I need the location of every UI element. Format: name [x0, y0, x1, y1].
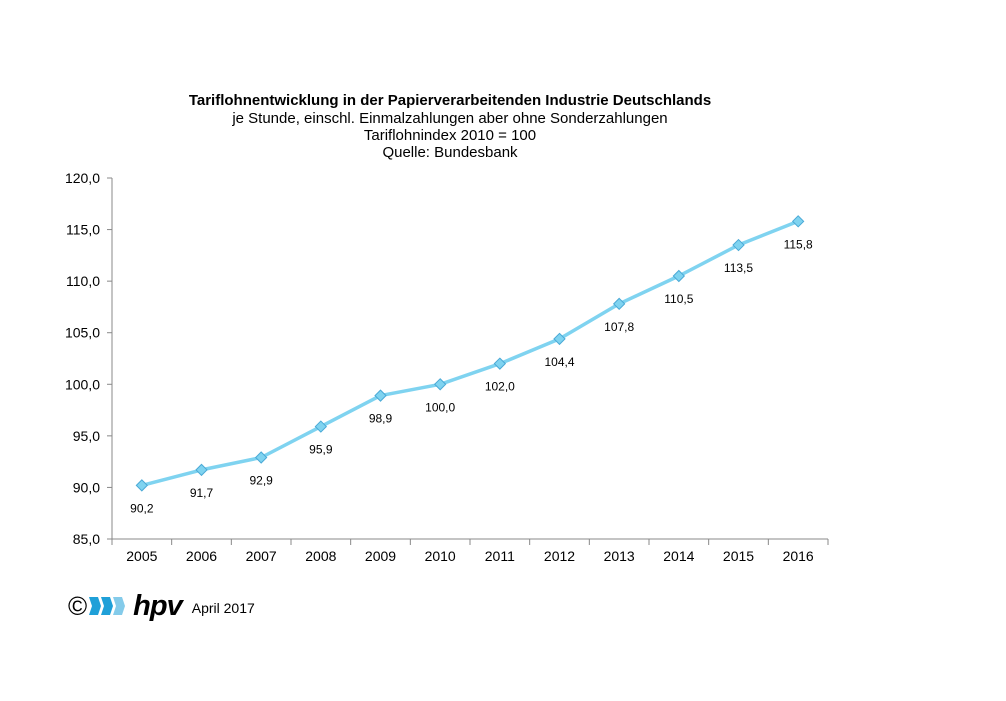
x-tick-label: 2011	[485, 548, 515, 564]
footer-date: April 2017	[191, 600, 255, 616]
chart-subtitle-3: Quelle: Bundesbank	[382, 144, 518, 161]
data-label: 110,5	[664, 292, 693, 306]
chart-title: Tariflohnentwicklung in der Papierverarb…	[188, 92, 712, 109]
y-tick-label: 85,0	[73, 531, 100, 547]
data-point-marker	[374, 389, 387, 402]
y-tick-label: 110,0	[66, 273, 100, 289]
hpv-logo-chevrons-icon	[89, 597, 126, 615]
y-tick-label: 100,0	[65, 376, 100, 392]
chart-subtitle-1: je Stunde, einschl. Einmalzahlungen aber…	[232, 110, 668, 127]
data-point-marker	[433, 378, 447, 391]
data-label: 104,4	[544, 355, 574, 369]
data-point-marker	[553, 332, 566, 346]
footer: © hpv April 2017	[68, 590, 255, 622]
data-point-marker	[732, 238, 745, 252]
data-label: 113,5	[724, 261, 753, 275]
chart-title-block: Tariflohnentwicklung in der Papierverarb…	[100, 92, 800, 161]
data-label: 92,9	[249, 474, 273, 488]
data-label: 115,8	[784, 237, 813, 251]
y-tick-label: 90,0	[73, 479, 100, 495]
data-label: 90,2	[130, 501, 154, 515]
x-tick-label: 2016	[783, 548, 814, 564]
copyright-symbol: ©	[68, 591, 88, 621]
data-point-marker	[493, 357, 507, 370]
data-label: 91,7	[190, 486, 214, 500]
x-tick-label: 2005	[126, 548, 157, 564]
x-tick-label: 2007	[246, 548, 277, 564]
x-tick-label: 2013	[604, 548, 635, 564]
data-point-marker	[135, 479, 149, 492]
hpv-logo-text: hpv	[133, 589, 183, 622]
y-tick-label: 95,0	[73, 428, 100, 444]
data-label: 98,9	[369, 412, 393, 426]
data-point-marker	[254, 451, 268, 464]
data-label: 100,0	[425, 400, 455, 414]
x-tick-label: 2008	[305, 548, 336, 564]
y-tick-label: 120,0	[65, 170, 100, 186]
data-point-marker	[612, 297, 626, 311]
x-tick-label: 2014	[663, 548, 694, 564]
x-tick-label: 2015	[723, 548, 754, 564]
x-tick-label: 2006	[186, 548, 217, 564]
chart-subtitle-2: Tariflohnindex 2010 = 100	[363, 127, 537, 144]
data-point-marker	[195, 463, 208, 477]
data-label: 95,9	[309, 443, 333, 457]
data-label: 102,0	[485, 380, 515, 394]
data-point-marker	[672, 269, 686, 283]
x-tick-label: 2012	[544, 548, 575, 564]
x-tick-label: 2009	[365, 548, 396, 564]
series-line	[141, 219, 799, 488]
data-point-marker	[791, 215, 805, 228]
y-tick-label: 105,0	[65, 325, 100, 341]
x-tick-label: 2010	[425, 548, 456, 564]
data-label: 107,8	[604, 320, 634, 334]
y-tick-label: 115,0	[66, 222, 100, 238]
data-point-marker	[314, 420, 328, 433]
